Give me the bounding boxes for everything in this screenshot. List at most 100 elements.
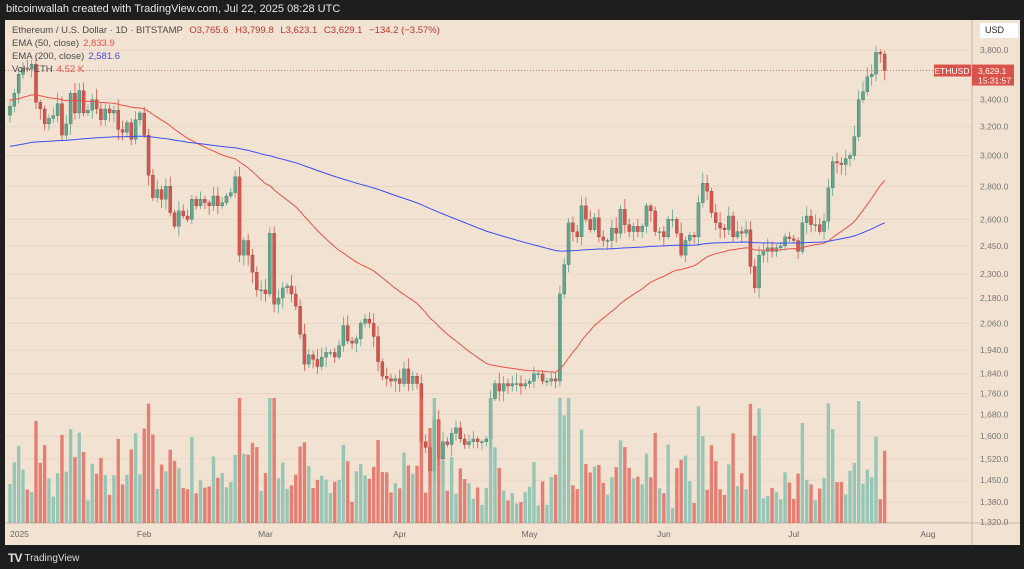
- candle: [328, 349, 333, 357]
- candle: [21, 62, 25, 79]
- volume-bar: [882, 450, 887, 523]
- volume-bar: [748, 403, 753, 523]
- volume-bar: [878, 499, 883, 523]
- candle: [16, 71, 21, 104]
- volume-bar: [38, 462, 43, 523]
- volume-bar: [493, 447, 497, 523]
- volume-bar: [675, 468, 679, 523]
- candle: [242, 237, 246, 266]
- y-tick-label: 2,600.0: [980, 214, 1009, 224]
- volume-bar: [242, 453, 246, 523]
- volume-bar: [255, 447, 259, 523]
- volume-bar: [558, 398, 562, 523]
- candle: [740, 226, 744, 244]
- volume-bar: [540, 481, 545, 523]
- candle: [190, 194, 194, 225]
- candle: [151, 168, 155, 201]
- y-tick-label: 1,450.0: [980, 475, 1009, 485]
- candle: [181, 204, 185, 219]
- candle: [744, 220, 748, 238]
- volume-bar: [354, 471, 359, 523]
- volume-label[interactable]: Vol · ETH: [12, 64, 53, 75]
- volume-bar: [692, 503, 696, 523]
- candle: [393, 374, 398, 392]
- candle: [324, 346, 328, 368]
- candle: [722, 224, 727, 239]
- volume-bar: [359, 464, 363, 523]
- candle: [289, 274, 294, 303]
- volume-bar: [151, 434, 155, 523]
- candle: [103, 102, 107, 126]
- volume-bar: [488, 398, 493, 523]
- candle: [727, 206, 731, 236]
- candle: [480, 439, 484, 450]
- candle: [467, 434, 471, 449]
- high-value: H3,799.8: [235, 25, 274, 36]
- candle: [610, 219, 614, 250]
- volume-bar: [618, 440, 623, 523]
- candle: [298, 299, 302, 340]
- volume-bar: [627, 467, 631, 523]
- candle: [527, 378, 532, 389]
- candle: [558, 285, 562, 387]
- low-value: L3,623.1: [280, 25, 318, 36]
- volume-bar: [263, 473, 268, 523]
- candle: [376, 325, 380, 372]
- volume-bar: [787, 482, 792, 523]
- candle: [51, 107, 56, 124]
- volume-bar: [341, 444, 346, 523]
- candle: [68, 90, 73, 135]
- volume-bar: [428, 427, 432, 523]
- ema50-line: [9, 94, 886, 373]
- candle: [588, 210, 592, 233]
- candle: [839, 157, 844, 175]
- candle: [783, 233, 787, 251]
- volume-bar: [220, 473, 224, 523]
- volume-bar: [644, 453, 649, 523]
- candle: [307, 349, 311, 369]
- volume-bar: [588, 472, 592, 523]
- volume-bar: [484, 488, 488, 523]
- volume-bar: [12, 462, 17, 523]
- volume-bar: [320, 475, 324, 523]
- volume-bar: [467, 483, 471, 523]
- candle: [116, 99, 120, 141]
- volume-bar: [155, 488, 159, 523]
- candle: [787, 231, 792, 242]
- candle: [484, 435, 489, 447]
- volume-bar: [99, 457, 103, 523]
- candle: [830, 156, 835, 197]
- candle: [315, 349, 320, 375]
- candle: [714, 203, 718, 231]
- candle: [735, 221, 740, 240]
- price-axis[interactable]: [972, 20, 1020, 545]
- candle: [125, 120, 129, 138]
- volume-bar: [597, 464, 601, 523]
- volume-bar: [501, 490, 506, 523]
- candle: [302, 323, 307, 372]
- y-tick-label: 1,600.0: [980, 431, 1009, 441]
- volume-bar: [294, 474, 298, 523]
- candle: [250, 248, 255, 284]
- y-tick-label: 1,760.0: [980, 389, 1009, 399]
- volume-bar: [185, 489, 190, 523]
- price-chart[interactable]: 3,800.0 3,400.0 3,200.0 3,000.0 2,800.0 2,600…: [5, 20, 1020, 545]
- ema200-label[interactable]: EMA (200, close): [12, 51, 85, 62]
- candle: [445, 437, 450, 448]
- ema50-label[interactable]: EMA (50, close): [12, 38, 80, 49]
- candle: [415, 372, 419, 390]
- candle: [129, 118, 133, 146]
- candle: [636, 218, 640, 237]
- candle: [843, 150, 848, 176]
- volume-bar: [55, 473, 60, 523]
- chart-panel[interactable]: 3,800.0 3,400.0 3,200.0 3,000.0 2,800.0 2,600…: [5, 20, 1020, 545]
- candle: [519, 375, 523, 395]
- volume-bar: [259, 490, 263, 523]
- tradingview-logo[interactable]: TV TradingView: [8, 551, 80, 565]
- volume-bar: [268, 398, 272, 523]
- volume-bar: [623, 447, 627, 523]
- candle: [42, 105, 47, 131]
- volume-bar: [779, 499, 783, 523]
- candle: [294, 285, 298, 311]
- currency-label[interactable]: USD: [980, 23, 1018, 38]
